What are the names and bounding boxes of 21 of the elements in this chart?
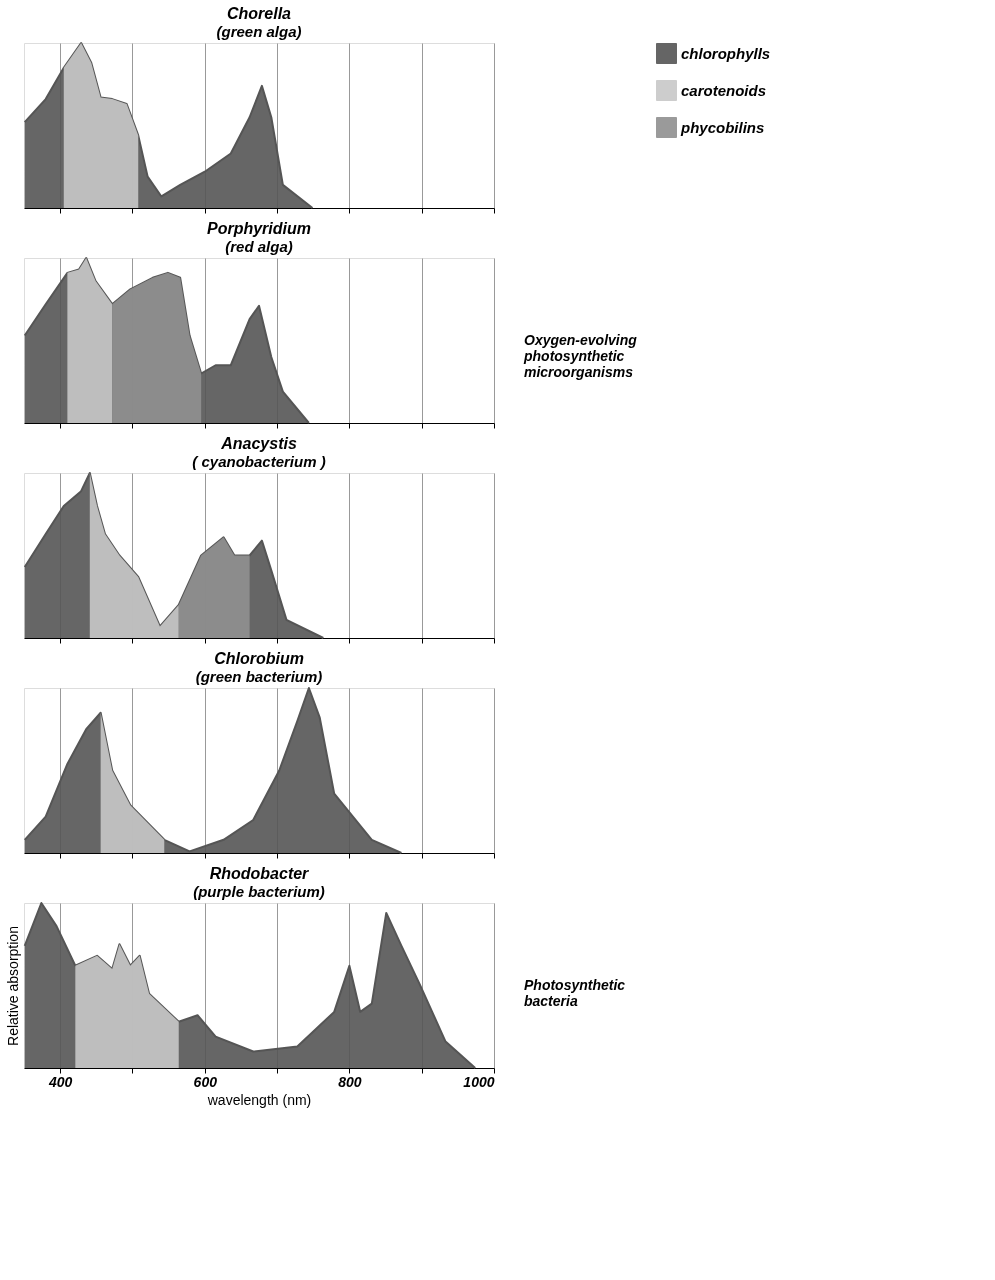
chart-title: Chorella — [226, 5, 292, 22]
legend-label: chlorophylls — [681, 44, 771, 62]
chart-subtitle: (red alga) — [225, 238, 293, 255]
legend-label: carotenoids — [681, 81, 767, 99]
chart-subtitle: (purple bacterium) — [193, 883, 325, 900]
chart-title: Chlorobium — [214, 650, 304, 667]
y-axis-title: Relative absorption — [4, 926, 21, 1046]
text: Photosynthetic bacteria — [524, 976, 626, 1009]
chart-subtitle: (green bacterium) — [195, 668, 323, 685]
x-tick-label: 1000 — [463, 1073, 495, 1090]
chart-title: Porphyridium — [206, 220, 312, 237]
chart-subtitle: (green alga) — [216, 23, 302, 40]
x-axis-title: wavelength (nm) — [206, 1091, 312, 1108]
text: Oxygen-evolving photosynthetic microorganisms — [523, 331, 638, 380]
chart-subtitle: ( cyanobacterium ) — [192, 453, 326, 470]
x-tick-label: 600 — [193, 1073, 218, 1090]
x-tick-label: 800 — [338, 1073, 362, 1090]
chart-title: Rhodobacter — [209, 865, 310, 882]
chart-title: Anacystis — [220, 435, 297, 452]
legend-label: phycobilins — [680, 118, 765, 136]
x-tick-label: 400 — [47, 1073, 73, 1090]
